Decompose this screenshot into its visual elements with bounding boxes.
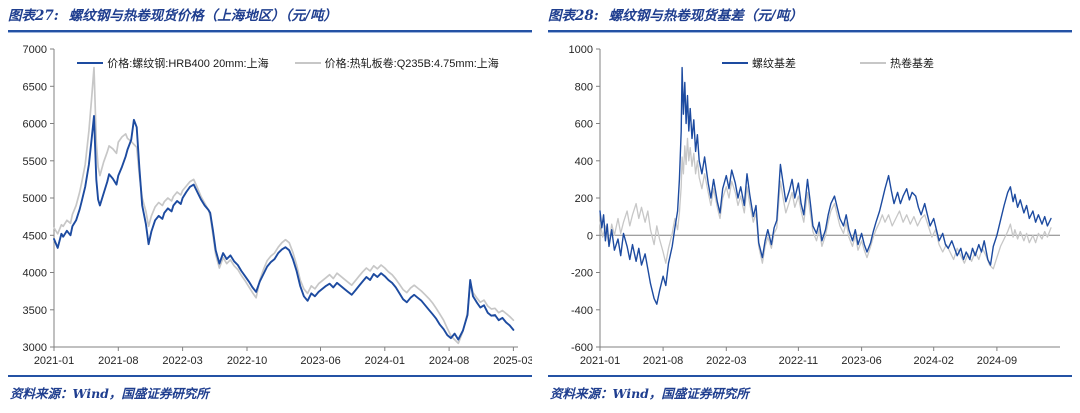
rebar-line-swatch <box>77 62 104 64</box>
svg-text:2023-06: 2023-06 <box>300 355 340 367</box>
svg-text:6500: 6500 <box>23 81 47 93</box>
svg-text:0: 0 <box>587 230 593 242</box>
figure-title-27: 图表27: 螺纹钢与热卷现货价格（上海地区）（元/吨） <box>8 5 532 28</box>
chart-area-spot-price: 价格:螺纹钢:HRB400 20mm:上海 价格:热轧板卷:Q235B:4.75… <box>8 41 532 373</box>
svg-text:2022-10: 2022-10 <box>227 355 267 367</box>
legend-item-rebar-price: 价格:螺纹钢:HRB400 20mm:上海 <box>77 55 269 71</box>
title-divider-rule <box>8 30 532 33</box>
svg-text:4000: 4000 <box>23 268 47 280</box>
chart-area-basis: 螺纹基差 热卷基差 1000 800 600 400 200 0 -200 -400 -600 2… <box>548 41 1072 373</box>
source-divider-rule <box>8 375 532 377</box>
svg-text:2022-03: 2022-03 <box>162 355 202 367</box>
legend-item-hotcoil-basis: 热卷基差 <box>860 55 934 71</box>
chart-panel-basis: 图表28: 螺纹钢与热卷现货基差（元/吨） 螺纹基差 热卷基差 1000 800 60… <box>540 0 1080 413</box>
svg-text:5000: 5000 <box>23 193 47 205</box>
svg-text:-200: -200 <box>571 268 593 280</box>
svg-text:400: 400 <box>575 156 593 168</box>
svg-text:2024-02: 2024-02 <box>914 355 954 367</box>
svg-text:800: 800 <box>575 81 593 93</box>
figure-number-label: 图表27: <box>8 8 59 24</box>
figure-title-text: 螺纹钢与热卷现货基差（元/吨） <box>608 8 803 24</box>
title-divider-rule <box>548 30 1072 33</box>
svg-text:2021-08: 2021-08 <box>98 355 138 367</box>
svg-text:2021-01: 2021-01 <box>580 355 620 367</box>
spot-price-line-chart: 7000650060005500500045004000350030002021… <box>23 44 532 367</box>
svg-text:2025-03: 2025-03 <box>493 355 532 367</box>
hotcoil-line-swatch <box>294 62 321 64</box>
svg-text:200: 200 <box>575 193 593 205</box>
figure-title-28: 图表28: 螺纹钢与热卷现货基差（元/吨） <box>548 5 1072 28</box>
svg-text:3000: 3000 <box>23 342 47 354</box>
svg-text:6000: 6000 <box>23 119 47 131</box>
svg-text:600: 600 <box>575 119 593 131</box>
legend-spot-price: 价格:螺纹钢:HRB400 20mm:上海 价格:热轧板卷:Q235B:4.75… <box>58 55 518 71</box>
svg-text:7000: 7000 <box>23 44 47 56</box>
svg-text:2022-03: 2022-03 <box>706 355 746 367</box>
legend-label-hotcoil-price: 价格:热轧板卷:Q235B:4.75mm:上海 <box>324 58 499 70</box>
svg-text:2021-08: 2021-08 <box>643 355 683 367</box>
svg-text:4500: 4500 <box>23 230 47 242</box>
source-note: 资料来源：Wind，国盛证券研究所 <box>10 386 209 401</box>
figure-title-text: 螺纹钢与热卷现货价格（上海地区）（元/吨） <box>68 8 337 24</box>
legend-item-rebar-basis: 螺纹基差 <box>722 55 796 71</box>
svg-text:1000: 1000 <box>569 44 593 56</box>
legend-label-rebar-basis: 螺纹基差 <box>752 58 796 70</box>
svg-text:2023-06: 2023-06 <box>841 355 881 367</box>
svg-text:-600: -600 <box>571 342 593 354</box>
source-divider-rule <box>548 375 1072 377</box>
figure-number-label: 图表28: <box>548 8 599 24</box>
source-note: 资料来源：Wind，国盛证券研究所 <box>550 386 749 401</box>
legend-label-rebar-price: 价格:螺纹钢:HRB400 20mm:上海 <box>107 58 269 70</box>
svg-text:3500: 3500 <box>23 305 47 317</box>
svg-text:2024-08: 2024-08 <box>429 355 469 367</box>
svg-text:2021-01: 2021-01 <box>34 355 74 367</box>
hotcoil-basis-swatch <box>860 62 886 64</box>
legend-item-hotcoil-price: 价格:热轧板卷:Q235B:4.75mm:上海 <box>294 55 499 71</box>
svg-text:2024-09: 2024-09 <box>977 355 1017 367</box>
legend-basis: 螺纹基差 热卷基差 <box>598 55 1058 71</box>
svg-text:-400: -400 <box>571 305 593 317</box>
chart-panel-spot-price: 图表27: 螺纹钢与热卷现货价格（上海地区）（元/吨） 价格:螺纹钢:HRB400… <box>8 5 532 401</box>
svg-text:2024-01: 2024-01 <box>365 355 405 367</box>
legend-label-hotcoil-basis: 热卷基差 <box>890 58 934 70</box>
svg-text:5500: 5500 <box>23 156 47 168</box>
svg-text:2022-11: 2022-11 <box>779 355 819 367</box>
rebar-basis-swatch <box>722 62 748 64</box>
